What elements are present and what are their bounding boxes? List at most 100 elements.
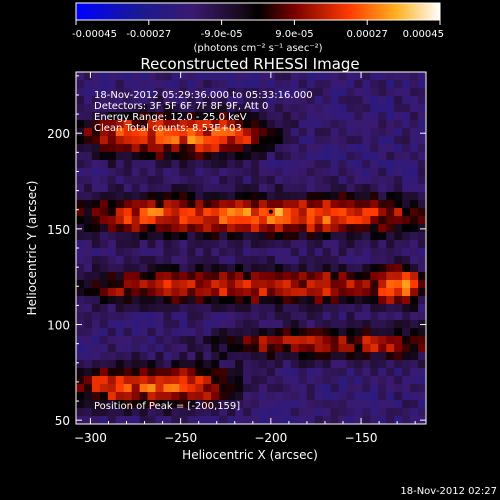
heatmap-cell (362, 128, 371, 137)
heatmap-cell (394, 200, 403, 209)
heatmap-cell (394, 248, 403, 257)
heatmap-cell (290, 168, 300, 177)
heatmap-cell (290, 328, 300, 337)
heatmap-cell (258, 200, 268, 209)
heatmap-cell (370, 136, 379, 145)
heatmap-cell (370, 312, 379, 321)
heatmap-cell (187, 112, 196, 121)
heatmap-cell (195, 104, 204, 113)
heatmap-cell (314, 120, 323, 129)
heatmap-cell (266, 376, 276, 385)
heatmap-cell (155, 104, 164, 113)
heatmap-cell (410, 320, 419, 329)
heatmap-cell (314, 144, 323, 153)
heatmap-cell (322, 344, 331, 353)
heatmap-cell (235, 344, 244, 353)
heatmap-cell (115, 232, 125, 241)
heatmap-cell (123, 192, 133, 201)
heatmap-cell (203, 376, 212, 385)
heatmap-cell (258, 168, 268, 177)
heatmap-cell (258, 208, 268, 217)
heatmap-cell (227, 176, 236, 185)
heatmap-cell (402, 232, 411, 241)
heatmap-cell (330, 264, 339, 273)
heatmap-cell (338, 216, 347, 225)
heatmap-cell (418, 96, 427, 105)
heatmap-cell (187, 280, 196, 289)
heatmap-cell (322, 152, 331, 161)
heatmap-cell (362, 344, 371, 353)
heatmap-cell (418, 240, 427, 249)
x-axis: −300 −250 −200 −150 (74, 72, 416, 445)
heatmap-cell (76, 368, 85, 377)
heatmap-cell (123, 368, 133, 377)
heatmap-cell (171, 416, 180, 425)
heatmap-cell (163, 80, 172, 89)
heatmap-cell (219, 312, 228, 321)
heatmap-cell (219, 232, 228, 241)
heatmap-cell (131, 416, 141, 425)
heatmap-cell (235, 192, 244, 201)
heatmap-cell (386, 144, 395, 153)
heatmap-cell (195, 88, 204, 97)
heatmap-cell (123, 208, 133, 217)
heatmap-cell (83, 376, 93, 385)
heatmap-cell (76, 200, 85, 209)
heatmap-cell (179, 280, 188, 289)
heatmap-cell (131, 152, 141, 161)
heatmap-cell (274, 416, 284, 425)
heatmap-cell (195, 240, 204, 249)
heatmap-cell (362, 112, 371, 121)
heatmap-cell (282, 256, 292, 265)
heatmap-cell (131, 248, 141, 257)
heatmap-cell (139, 312, 148, 321)
heatmap-cell (274, 320, 284, 329)
heatmap-cell (322, 376, 331, 385)
heatmap-cell (298, 72, 308, 81)
heatmap-cell (243, 272, 252, 281)
heatmap-cell (338, 192, 347, 201)
heatmap-cell (123, 352, 133, 361)
heatmap-cell (163, 384, 172, 393)
heatmap-cell (139, 96, 148, 105)
heatmap-cell (195, 312, 204, 321)
heatmap-cell (378, 368, 387, 377)
heatmap-cell (282, 88, 292, 97)
heatmap-cell (418, 160, 427, 169)
heatmap-cell (338, 152, 347, 161)
heatmap-cell (99, 216, 109, 225)
heatmap-cell (274, 256, 284, 265)
heatmap-cell (410, 208, 419, 217)
heatmap-cell (171, 376, 180, 385)
heatmap-cell (282, 328, 292, 337)
heatmap-cell (330, 344, 339, 353)
heatmap-cell (187, 376, 196, 385)
heatmap-cell (83, 312, 93, 321)
heatmap-cell (195, 80, 204, 89)
heatmap-cell (402, 192, 411, 201)
heatmap-cell (163, 376, 172, 385)
heatmap-cell (266, 296, 276, 305)
heatmap-cell (107, 320, 117, 329)
heatmap-cell (187, 304, 196, 313)
heatmap-cell (139, 160, 148, 169)
heatmap-cell (107, 296, 117, 305)
heatmap-cell (203, 368, 212, 377)
heatmap-cell (330, 352, 339, 361)
heatmap-cell (187, 72, 196, 81)
heatmap-cell (139, 88, 148, 97)
heatmap-cell (354, 192, 363, 201)
heatmap-cell (171, 368, 180, 377)
heatmap-cell (163, 128, 172, 137)
heatmap-cell (171, 136, 180, 145)
heatmap-cell (378, 344, 387, 353)
heatmap-cell (338, 296, 347, 305)
heatmap-cell (179, 232, 188, 241)
heatmap-cell (418, 120, 427, 129)
heatmap-cell (322, 112, 331, 121)
heatmap-cell (99, 72, 109, 81)
heatmap-cell (203, 312, 212, 321)
heatmap-cell (330, 88, 339, 97)
heatmap-cell (370, 192, 379, 201)
